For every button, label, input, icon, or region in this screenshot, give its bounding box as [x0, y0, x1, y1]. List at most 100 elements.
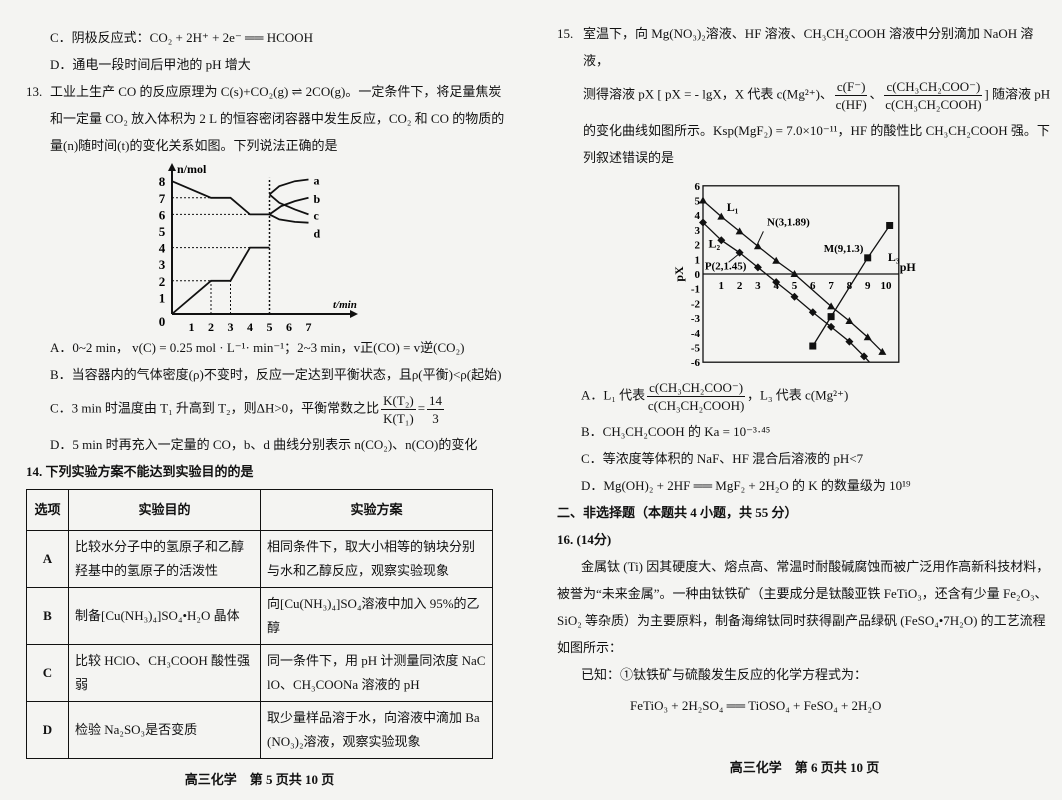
table-row: C 比较 HClO、CH₃COOH 酸性强弱 同一条件下，用 pH 计测量同浓度 N… — [26, 644, 493, 702]
fraction-denominator: c(CH₃CH₂COOH) — [647, 398, 745, 413]
q13-option-c: C．3 min 时温度由 T₁ 升高到 T₂，则ΔH>0，平衡常数之比 K(T₂)… — [26, 388, 506, 431]
curve-label: c — [314, 208, 320, 222]
row-goal: 比较水分子中的氢原子和乙醇羟基中的氢原子的活泼性 — [68, 530, 261, 588]
series-line-b — [268, 196, 309, 216]
q15-option-a-text: A．L₁ 代表 — [581, 387, 646, 403]
data-point-diamond — [699, 218, 707, 227]
q16-paragraph-2: 被誉为“未来金属”。一种由钛铁矿（主要成分是钛酸亚铁 FeTiO₃，还含有少量 … — [557, 586, 1048, 601]
data-point-diamond — [735, 248, 744, 257]
y-tick-label: 5 — [159, 224, 166, 239]
left-page: C．阴极反应式：CO₂ + 2H⁺ + 2e⁻ ══ HCOOH D．通电一段时… — [26, 24, 506, 788]
x-tick-label: 6 — [810, 280, 816, 292]
y-tick-label: 4 — [695, 210, 701, 222]
q16-known: 已知：①钛铁矿与硫酸发生反应的化学方程式为： — [581, 667, 868, 682]
q15-number: 15. — [557, 26, 574, 41]
q15-stem: 15. 室温下，向 Mg(NO₃)₂溶液、HF 溶液、CH₃CH₂COOH 溶液… — [557, 20, 1052, 171]
x-tick-label: 7 — [828, 280, 834, 292]
y-tick-label: 6 — [159, 207, 166, 222]
curve-label: b — [314, 192, 321, 206]
q14-stem: 14. 下列实验方案不能达到实验目的的是 — [26, 464, 254, 479]
q15-option-a: A．L₁ 代表 c(CH₃CH₂COO⁻) c(CH₃CH₂COOH) ，L₃ 代表 … — [557, 375, 1052, 418]
q13-option-d: D．5 min 时再充入一定量的 CO，b、d 曲线分别表示 n(CO₂)、n(… — [50, 437, 478, 452]
x-tick-label: 5 — [267, 320, 273, 334]
q13-stem-text: 工业上生产 CO 的反应原理为 C(s)+CO₂(g) ⇌ 2CO(g)。一定条… — [50, 78, 506, 159]
series-line-c — [268, 193, 309, 216]
data-point-diamond — [717, 236, 726, 245]
fraction-denominator: 3 — [432, 411, 439, 426]
row-plan: 向[Cu(NH₃)₄]SO₄溶液中加入 95%的乙醇 — [260, 587, 493, 645]
y-tick-label: 6 — [695, 181, 701, 193]
q16-paragraph-1: 金属钛 (Ti) 因其硬度大、熔点高、常温时耐酸碱腐蚀而被广泛用作高新科技材料， — [581, 559, 1050, 574]
y-tick-label: 0 — [159, 314, 166, 329]
q13-stem-3: 间(t)的变化关系如图。下列说法正确的是 — [104, 138, 338, 153]
data-point-diamond — [860, 352, 869, 361]
row-goal: 制备[Cu(NH₃)₄]SO₄•H₂O 晶体 — [68, 587, 261, 645]
y-axis-label: n/mol — [177, 162, 207, 176]
fraction-numerator: c(CH₃CH₂COO⁻) — [884, 79, 983, 96]
annotation-p-pointer — [728, 254, 739, 263]
series-line — [812, 225, 891, 347]
series-label: L₁ — [727, 200, 739, 214]
row-goal: 检验 Na₂SO₃是否变质 — [68, 701, 261, 759]
q15-stem-3: pH 的变化曲线如图所示。Ksp(MgF₂) = 7.0×10⁻¹¹，HF 的酸… — [583, 86, 1051, 165]
x-tick-label: 1 — [719, 280, 725, 292]
data-point-diamond — [808, 308, 817, 317]
q16-paragraph-4: 图所示： — [570, 640, 623, 655]
data-point-square — [886, 221, 894, 229]
y-tick-label: -1 — [691, 284, 700, 296]
q15-stem-2: 测得溶液 pX [ pX = - lgX，X 代表 c(Mg²⁺)、 c(F⁻) c… — [583, 74, 1031, 117]
right-page: 15. 室温下，向 Mg(NO₃)₂溶液、HF 溶液、CH₃CH₂COOH 溶液… — [557, 20, 1052, 776]
x-axis-label: t/min — [333, 299, 357, 311]
data-point-diamond — [845, 337, 854, 346]
q15-stem-1: 室温下，向 Mg(NO₃)₂溶液、HF 溶液、CH₃CH₂COOH 溶液中分别滴… — [583, 26, 1034, 68]
row-plan: 相同条件下，取大小相等的钠块分别与水和乙醇反应，观察实验现象 — [260, 530, 493, 588]
y-tick-label: 2 — [159, 274, 166, 289]
y-tick-label: -5 — [691, 343, 701, 355]
q15-stem-2-end: ] 随溶液 — [984, 86, 1031, 102]
equals-sign: = — [417, 400, 426, 416]
x-tick-label: 6 — [286, 320, 292, 334]
annotation-m: M(9,1.3) — [824, 243, 864, 255]
curve-label: a — [314, 174, 320, 188]
y-tick-label: 1 — [159, 290, 166, 305]
y-tick-label: 4 — [159, 241, 166, 256]
row-plan: 取少量样品溶于水，向溶液中滴加 Ba(NO₃)₂溶液，观察实验现象 — [260, 701, 493, 759]
data-point-triangle — [699, 196, 707, 204]
x-tick-label: 5 — [792, 280, 798, 292]
annotation-n: N(3,1.89) — [767, 216, 810, 228]
y-tick-label: 0 — [695, 269, 701, 281]
k-ratio-fraction: K(T₂) K(T₁) — [381, 392, 416, 427]
q13-stem: 13. 工业上生产 CO 的反应原理为 C(s)+CO₂(g) ⇌ 2CO(g)… — [26, 78, 506, 159]
y-tick-label: 1 — [695, 254, 701, 266]
table-row: D 检验 Na₂SO₃是否变质 取少量样品溶于水，向溶液中滴加 Ba(NO₃)₂溶液… — [26, 701, 493, 759]
separator: 、 — [869, 86, 883, 102]
data-point-diamond — [753, 263, 762, 272]
value-fraction: 14 3 — [427, 392, 445, 427]
hf-ratio-fraction: c(F⁻) c(HF) — [834, 78, 868, 113]
series-line — [702, 200, 883, 353]
data-point-triangle — [845, 317, 854, 325]
curve-label: d — [314, 227, 321, 241]
q13-number: 13. — [26, 84, 43, 99]
q15-option-c: C．等浓度等体积的 NaF、HF 混合后溶液的 pH<7 — [581, 451, 864, 466]
x-tick-label: 3 — [755, 280, 761, 292]
y-tick-label: 2 — [695, 240, 701, 252]
y-tick-label: 3 — [695, 225, 701, 237]
y-axis-arrow — [168, 163, 176, 171]
y-tick-label: -3 — [691, 313, 701, 325]
series-line-d — [269, 213, 309, 224]
q14-table: 选项 实验目的 实验方案 A 比较水分子中的氢原子和乙醇羟基中的氢原子的活泼性 相同… — [26, 489, 493, 759]
data-point-square — [864, 254, 872, 262]
x-tick-label: 9 — [865, 280, 871, 292]
x-axis-label: pH — [900, 260, 917, 274]
page-footer-right: 高三化学 第 6 页共 10 页 — [729, 760, 880, 775]
x-tick-label: 4 — [247, 320, 253, 334]
q15-graph: -6-5-4-3-2-1012345612345678910pXpHL₁L₂L₃… — [672, 181, 917, 369]
page-footer-left: 高三化学 第 5 页共 10 页 — [184, 772, 335, 787]
q13-option-a: A．0~2 min， v(C) = 0.25 mol · L⁻¹· min⁻¹；… — [50, 340, 465, 355]
header-option: 选项 — [26, 489, 69, 531]
row-option: A — [26, 530, 69, 588]
data-point-triangle — [878, 347, 887, 355]
x-tick-label: 1 — [189, 320, 195, 334]
fraction-denominator: c(HF) — [835, 97, 867, 112]
